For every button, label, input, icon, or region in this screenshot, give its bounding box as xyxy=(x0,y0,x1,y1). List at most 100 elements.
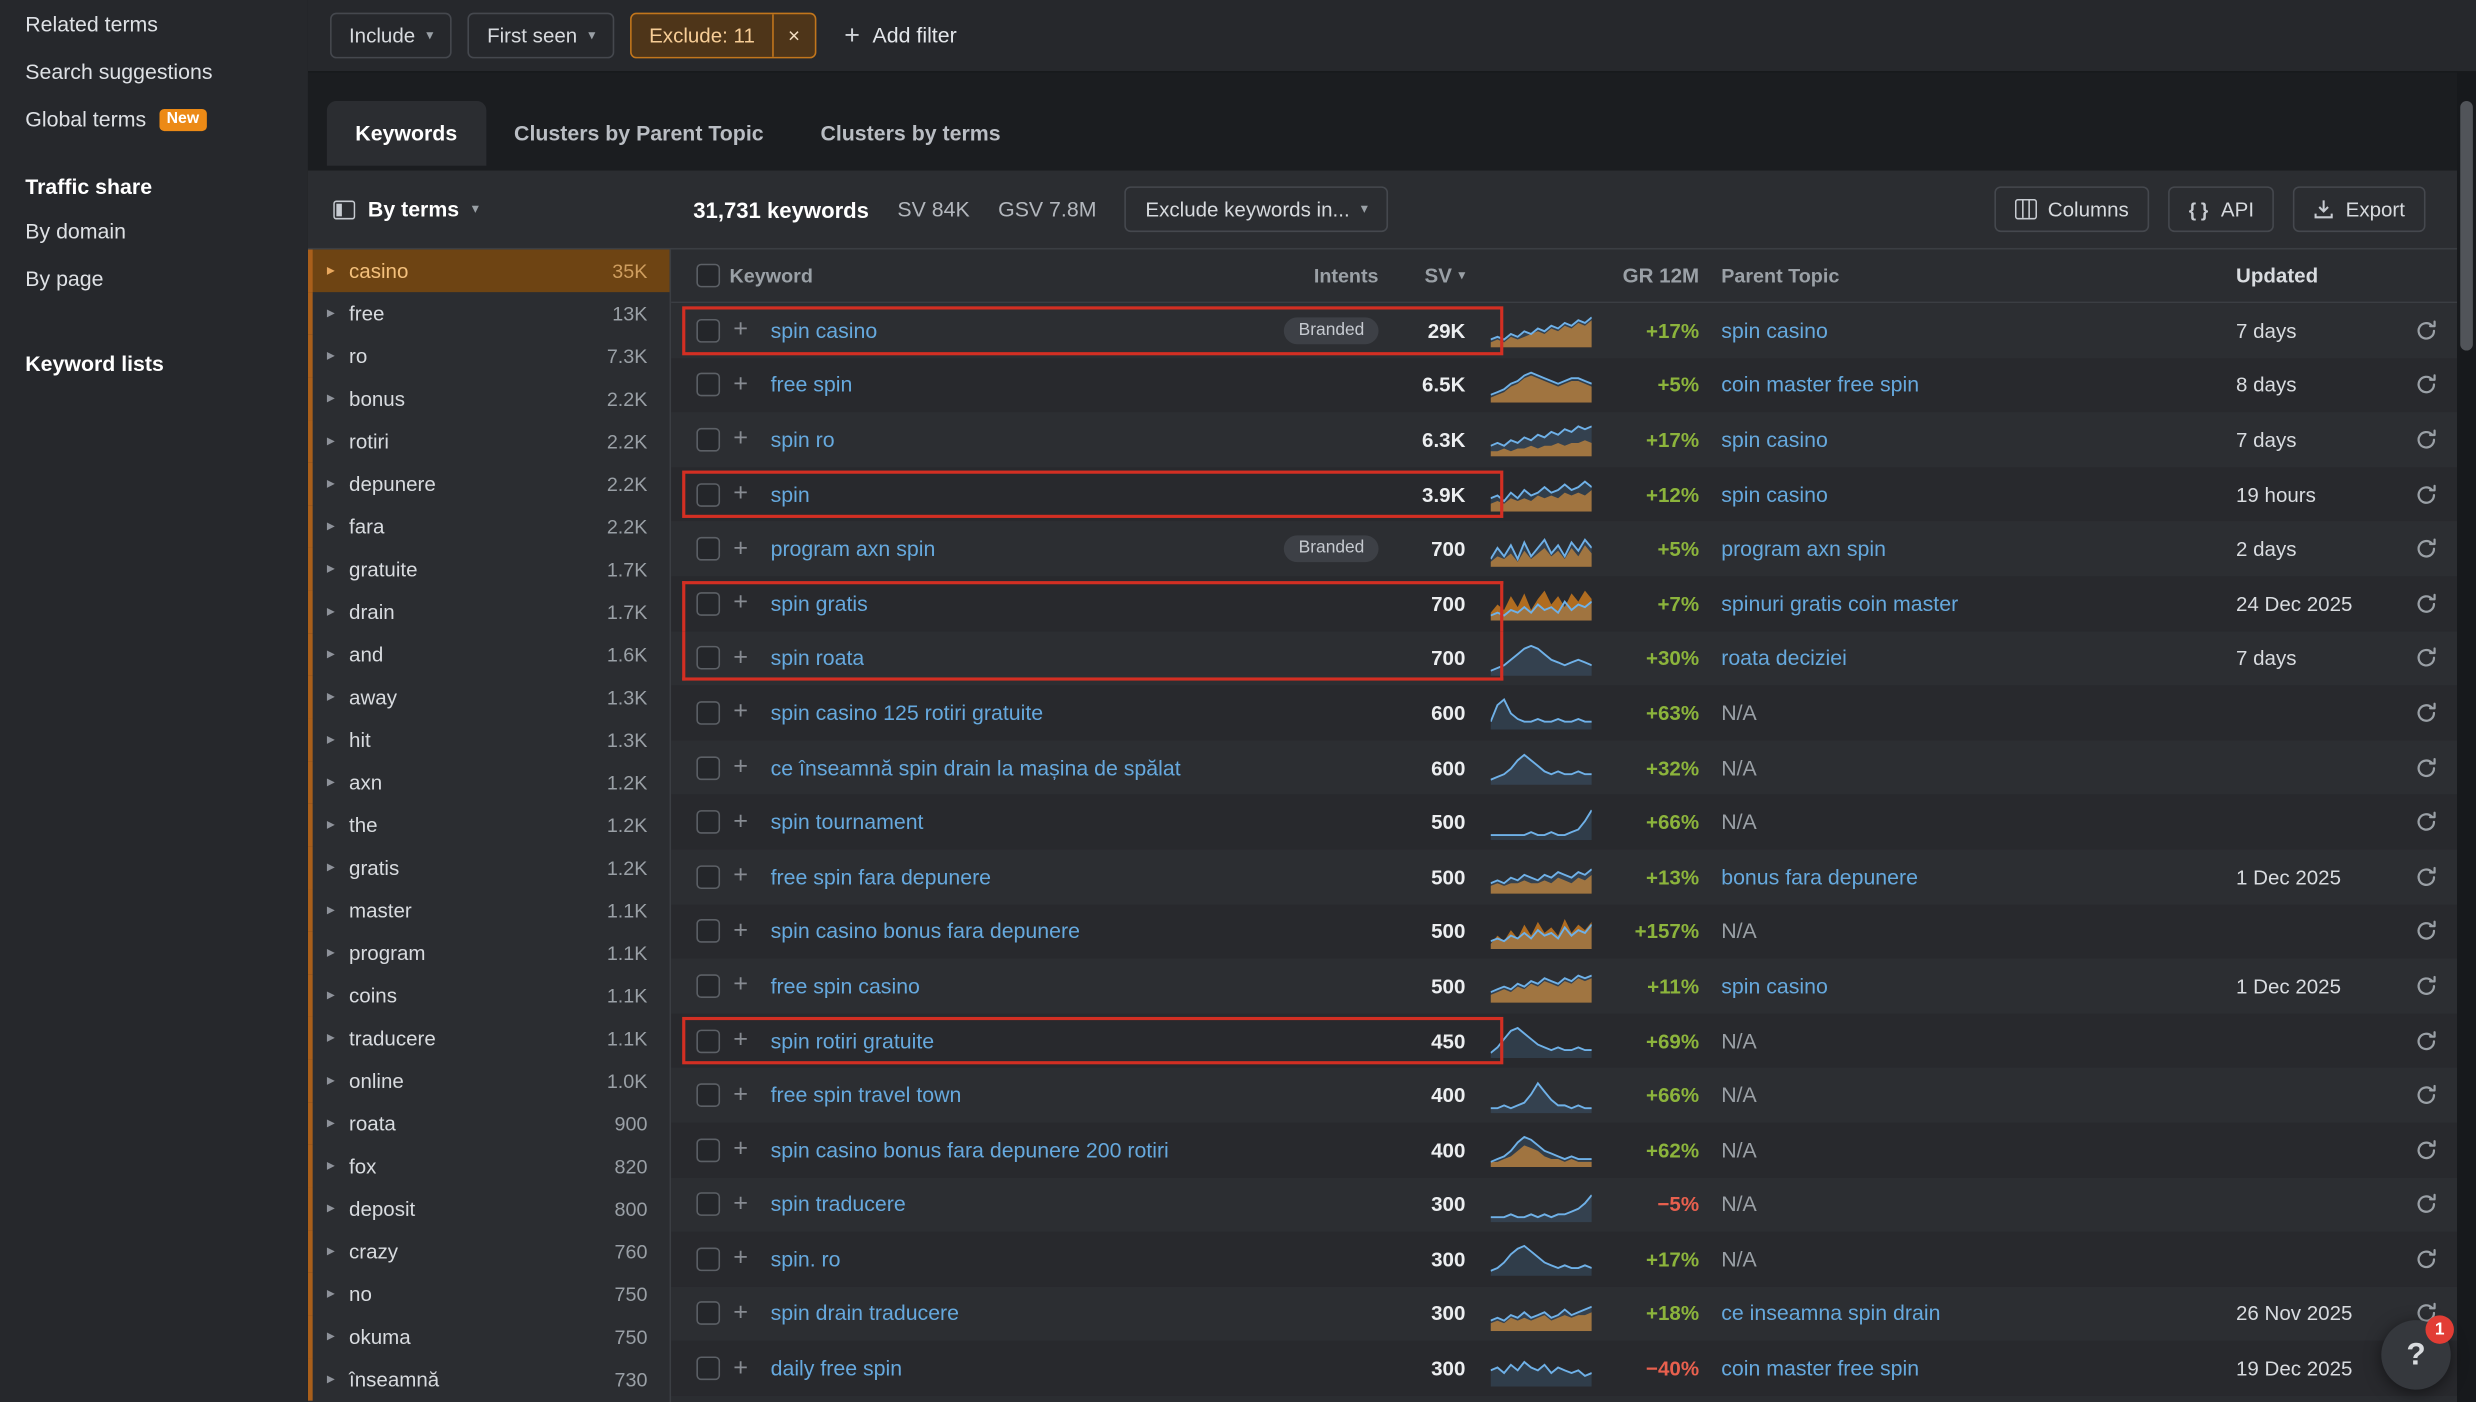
parent-topic-link[interactable]: spinuri gratis coin master xyxy=(1721,592,1958,616)
row-checkbox[interactable] xyxy=(696,1357,720,1381)
keyword-link[interactable]: spin casino bonus fara depunere xyxy=(771,920,1080,944)
keyword-link[interactable]: free spin xyxy=(771,373,853,397)
add-to-list-icon[interactable]: + xyxy=(720,1301,761,1326)
row-checkbox[interactable] xyxy=(696,1138,720,1162)
add-to-list-icon[interactable]: + xyxy=(720,1028,761,1053)
row-checkbox[interactable] xyxy=(696,428,720,452)
keyword-link[interactable]: program axn spin xyxy=(771,537,936,561)
select-all-checkbox[interactable] xyxy=(696,264,720,288)
term-item[interactable]: ▸fara2.2K xyxy=(308,505,670,548)
row-checkbox[interactable] xyxy=(696,646,720,670)
refresh-icon[interactable] xyxy=(2414,483,2438,507)
col-header-parent-topic[interactable]: Parent Topic xyxy=(1699,264,2236,286)
parent-topic-link[interactable]: spin casino xyxy=(1721,319,1828,343)
keyword-link[interactable]: spin. ro xyxy=(771,1247,841,1271)
scrollbar-thumb[interactable] xyxy=(2460,101,2473,350)
keyword-link[interactable]: spin tournament xyxy=(771,810,924,834)
term-item[interactable]: ▸rotiri2.2K xyxy=(308,420,670,463)
term-item[interactable]: ▸traducere1.1K xyxy=(308,1017,670,1060)
keyword-link[interactable]: spin traducere xyxy=(771,1193,906,1217)
keyword-link[interactable]: free spin casino xyxy=(771,974,920,998)
add-to-list-icon[interactable]: + xyxy=(720,427,761,452)
sidebar-item-related-terms[interactable]: Related terms xyxy=(25,13,282,40)
term-item[interactable]: ▸hit1.3K xyxy=(308,718,670,761)
term-item[interactable]: ▸okuma750 xyxy=(308,1315,670,1358)
term-item[interactable]: ▸înseamnă730 xyxy=(308,1358,670,1401)
refresh-icon[interactable] xyxy=(2414,1083,2438,1107)
term-item[interactable]: ▸the1.2K xyxy=(308,804,670,847)
add-filter-button[interactable]: + Add filter xyxy=(844,22,956,49)
parent-topic-link[interactable]: bonus fara depunere xyxy=(1721,865,1918,889)
refresh-icon[interactable] xyxy=(2414,1193,2438,1217)
refresh-icon[interactable] xyxy=(2414,646,2438,670)
add-to-list-icon[interactable]: + xyxy=(720,810,761,835)
sidebar-item-global-terms[interactable]: Global terms New xyxy=(25,107,282,134)
keyword-link[interactable]: spin drain traducere xyxy=(771,1302,959,1326)
help-button[interactable]: ? 1 xyxy=(2381,1320,2450,1389)
term-item[interactable]: ▸fox820 xyxy=(308,1145,670,1188)
add-to-list-icon[interactable]: + xyxy=(720,372,761,397)
refresh-icon[interactable] xyxy=(2414,756,2438,780)
term-item[interactable]: ▸casino35K xyxy=(308,249,670,292)
row-checkbox[interactable] xyxy=(696,1193,720,1217)
row-checkbox[interactable] xyxy=(696,373,720,397)
keyword-link[interactable]: free spin fara depunere xyxy=(771,865,991,889)
row-checkbox[interactable] xyxy=(696,865,720,889)
term-item[interactable]: ▸online1.0K xyxy=(308,1060,670,1103)
refresh-icon[interactable] xyxy=(2414,810,2438,834)
export-button[interactable]: Export xyxy=(2294,186,2426,232)
keyword-link[interactable]: spin roata xyxy=(771,646,865,670)
term-item[interactable]: ▸and1.6K xyxy=(308,633,670,676)
keyword-link[interactable]: spin xyxy=(771,483,810,507)
col-header-gr-12m[interactable]: GR 12M xyxy=(1601,264,1699,288)
term-item[interactable]: ▸coins1.1K xyxy=(308,974,670,1017)
keyword-link[interactable]: spin ro xyxy=(771,428,835,452)
row-checkbox[interactable] xyxy=(696,1083,720,1107)
sidebar-item-by-page[interactable]: By page xyxy=(25,266,282,293)
refresh-icon[interactable] xyxy=(2414,1247,2438,1271)
parent-topic-link[interactable]: spin casino xyxy=(1721,974,1828,998)
by-terms-dropdown[interactable]: By terms ▾ xyxy=(308,171,671,248)
refresh-icon[interactable] xyxy=(2414,428,2438,452)
sidebar-item-search-suggestions[interactable]: Search suggestions xyxy=(25,60,282,87)
include-filter-button[interactable]: Include ▾ xyxy=(330,13,452,59)
add-to-list-icon[interactable]: + xyxy=(720,1192,761,1217)
row-checkbox[interactable] xyxy=(696,592,720,616)
row-checkbox[interactable] xyxy=(696,756,720,780)
col-header-keyword[interactable]: Keyword xyxy=(720,264,1252,286)
refresh-icon[interactable] xyxy=(2414,537,2438,561)
columns-button[interactable]: Columns xyxy=(1994,186,2149,232)
add-to-list-icon[interactable]: + xyxy=(720,700,761,725)
term-item[interactable]: ▸bonus2.2K xyxy=(308,377,670,420)
row-checkbox[interactable] xyxy=(696,701,720,725)
add-to-list-icon[interactable]: + xyxy=(720,1137,761,1162)
parent-topic-link[interactable]: roata deciziei xyxy=(1721,646,1847,670)
refresh-icon[interactable] xyxy=(2414,1138,2438,1162)
term-item[interactable]: ▸gratis1.2K xyxy=(308,846,670,889)
tab-keywords[interactable]: Keywords xyxy=(327,101,486,166)
row-checkbox[interactable] xyxy=(696,1247,720,1271)
parent-topic-link[interactable]: program axn spin xyxy=(1721,537,1886,561)
term-item[interactable]: ▸ro7.3K xyxy=(308,335,670,378)
tab-clusters-by-terms[interactable]: Clusters by terms xyxy=(792,101,1029,166)
refresh-icon[interactable] xyxy=(2414,1029,2438,1053)
col-header-updated[interactable]: Updated xyxy=(2236,264,2394,288)
col-header-intents[interactable]: Intents xyxy=(1252,264,1378,286)
term-item[interactable]: ▸gratuite1.7K xyxy=(308,548,670,591)
first-seen-filter-button[interactable]: First seen ▾ xyxy=(468,13,614,59)
add-to-list-icon[interactable]: + xyxy=(720,318,761,343)
exclude-keywords-in-button[interactable]: Exclude keywords in... ▾ xyxy=(1125,186,1389,232)
add-to-list-icon[interactable]: + xyxy=(720,1083,761,1108)
add-to-list-icon[interactable]: + xyxy=(720,755,761,780)
col-header-sv[interactable]: SV ▾ xyxy=(1379,264,1466,288)
row-checkbox[interactable] xyxy=(696,920,720,944)
keyword-link[interactable]: spin casino bonus fara depunere 200 roti… xyxy=(771,1138,1169,1162)
term-item[interactable]: ▸away1.3K xyxy=(308,676,670,719)
add-to-list-icon[interactable]: + xyxy=(720,1247,761,1272)
add-to-list-icon[interactable]: + xyxy=(720,864,761,889)
keyword-link[interactable]: spin gratis xyxy=(771,592,868,616)
keyword-link[interactable]: daily free spin xyxy=(771,1357,903,1381)
term-item[interactable]: ▸roata900 xyxy=(308,1102,670,1145)
keyword-link[interactable]: spin casino 125 rotiri gratuite xyxy=(771,701,1044,725)
refresh-icon[interactable] xyxy=(2414,920,2438,944)
